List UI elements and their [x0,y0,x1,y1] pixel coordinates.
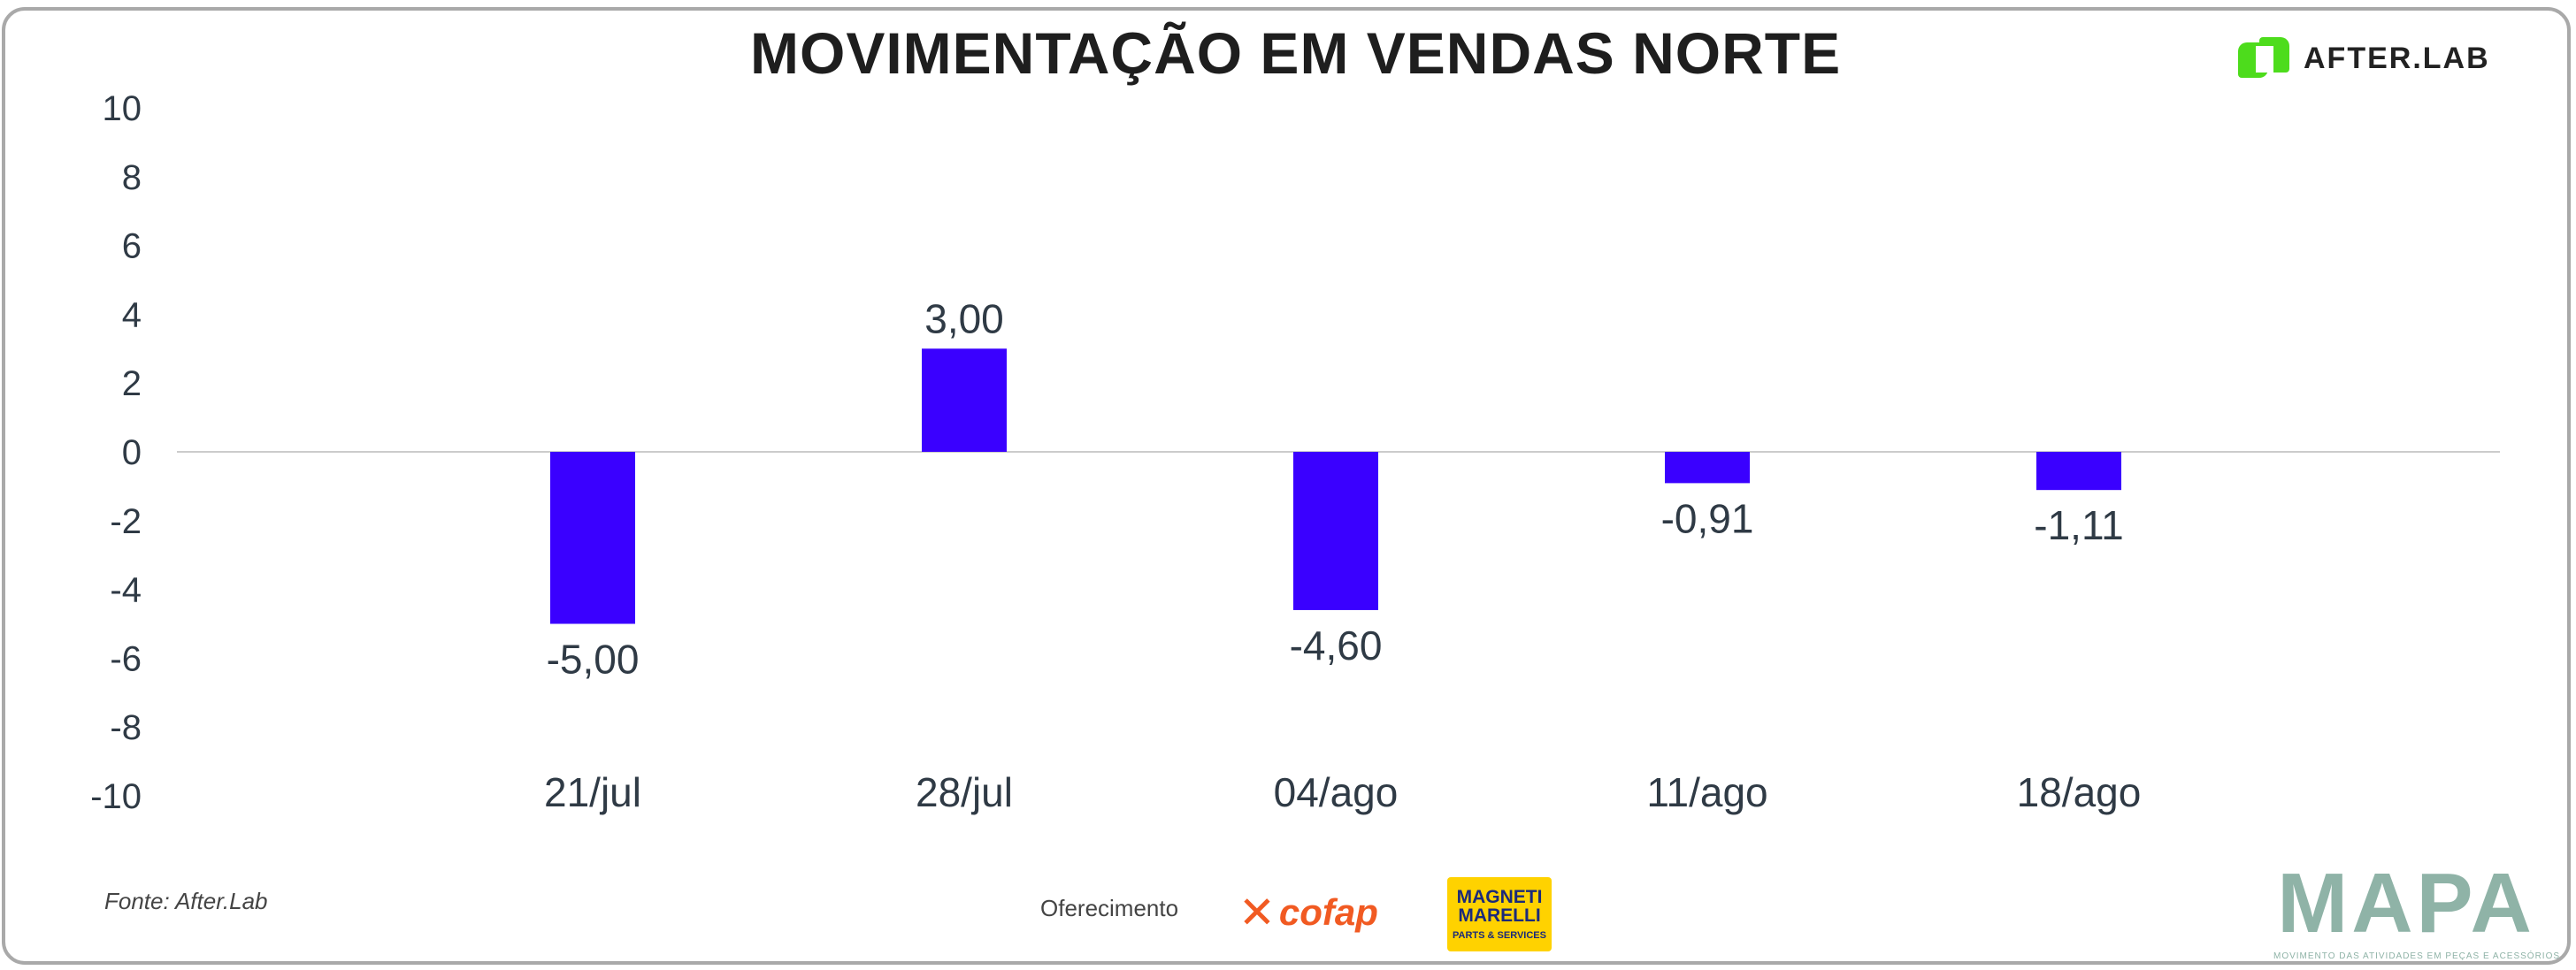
source-note: Fonte: After.Lab [104,888,268,914]
cofap-logo-text: cofap [1278,891,1378,933]
y-tick-label: 4 [122,295,142,334]
y-tick-label: -10 [90,777,142,816]
afterlab-logo-icon [2238,35,2291,81]
magneti-marelli-logo-text: MAGNETI MARELLI [1456,887,1543,926]
bar-chart: 10 8 6 4 2 0 -2 -4 -6 -8 -10 -5,00 21/jul 3,00 28/jul -… [90,89,2500,816]
data-label: 3,00 [924,295,1004,341]
y-tick-label: 8 [122,158,142,197]
y-tick-label: -6 [110,639,142,678]
y-tick-label: -4 [110,571,142,610]
mapa-logo: MAPA MOVIMENTO DAS ATIVIDADES EM PEÇAS E… [2273,856,2561,962]
bar [550,452,635,624]
x-tick-label: 21/jul [544,769,641,815]
x-tick-label: 28/jul [916,769,1013,815]
x-tick-label: 04/ago [1274,769,1399,815]
data-label: -4,60 [1290,622,1383,668]
afterlab-logo: AFTER.LAB [2238,32,2503,85]
y-tick-label: 0 [122,433,142,472]
y-tick-label: -8 [110,708,142,747]
magneti-marelli-tagline: PARTS & SERVICES [1453,930,1546,941]
mapa-logo-text: MAPA [2277,856,2535,951]
data-label: -0,91 [1661,495,1754,541]
y-tick-label: -2 [110,502,142,541]
cofap-logo: ✕ cofap [1238,888,1415,937]
x-tick-label: 18/ago [2017,769,2142,815]
bar [922,348,1007,452]
data-label: -1,11 [2034,502,2123,548]
bar [1293,452,1378,610]
bar [1665,452,1750,484]
magneti-marelli-logo: MAGNETI MARELLI PARTS & SERVICES [1447,877,1552,951]
bar [2036,452,2121,491]
x-tick-label: 11/ago [1646,769,1767,815]
y-tick-label: 6 [122,227,142,266]
cofap-x-icon: ✕ [1238,888,1276,937]
data-label: -5,00 [547,637,640,683]
sponsor-label: Oferecimento [1040,895,1179,921]
chart-frame [2,7,2571,965]
chart-title: MOVIMENTAÇÃO EM VENDAS NORTE [750,20,1842,86]
afterlab-logo-text: AFTER.LAB [2304,41,2490,75]
y-tick-label: 2 [122,364,142,403]
mapa-tagline: MOVIMENTO DAS ATIVIDADES EM PEÇAS E ACES… [2273,951,2561,961]
y-tick-label: 10 [103,89,142,128]
